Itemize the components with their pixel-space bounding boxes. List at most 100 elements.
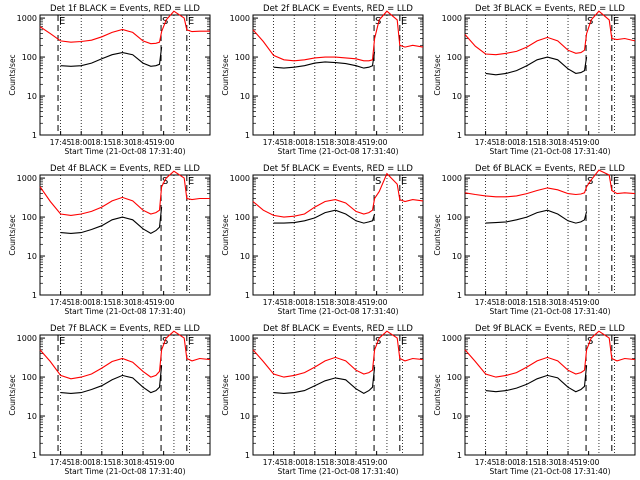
- x-tick-label: 17:45: [50, 138, 72, 147]
- x-tick-label: 18:45: [557, 458, 579, 467]
- x-tick-label: 18:00: [495, 458, 517, 467]
- x-tick-label: 18:15: [516, 458, 538, 467]
- y-tick-label: 1: [32, 291, 37, 300]
- series-line-lld: [464, 10, 636, 56]
- y-tick-label: 10: [452, 92, 462, 101]
- series-line-events: [60, 365, 163, 394]
- y-tick-label: 1: [245, 451, 250, 460]
- y-axis-label: Counts/sec: [433, 214, 442, 255]
- x-tick-label: 18:00: [495, 298, 517, 307]
- series-line-events: [273, 209, 376, 224]
- y-tick-label: 100: [447, 53, 462, 62]
- y-tick-label: 10: [240, 412, 250, 421]
- marker-label: E: [188, 336, 194, 347]
- y-axis-label: Counts/sec: [221, 374, 230, 415]
- panel-det-4: Det 4f BLACK = Events, RED = LLD S E 1 10 100…: [8, 164, 211, 316]
- y-tick-label: 1000: [230, 14, 250, 23]
- x-axis-label: Start Time (21-Oct-08 17:31:40): [64, 467, 185, 476]
- x-tick-label: 17:45: [50, 298, 72, 307]
- x-axis-label: Start Time (21-Oct-08 17:31:40): [277, 307, 398, 316]
- y-axis-label: Counts/sec: [8, 374, 17, 415]
- marker-label: E: [613, 16, 619, 27]
- marker-label: E: [401, 16, 407, 27]
- y-tick-label: 100: [447, 213, 462, 222]
- x-tick-label: 18:45: [345, 298, 367, 307]
- x-axis-label: Start Time (21-Oct-08 17:31:40): [277, 467, 398, 476]
- x-tick-label: 18:15: [91, 298, 113, 307]
- x-tick-label: 18:00: [283, 458, 305, 467]
- x-axis-label: Start Time (21-Oct-08 17:31:40): [64, 147, 185, 156]
- x-tick-label: 19:00: [578, 298, 600, 307]
- y-tick-label: 10: [452, 252, 462, 261]
- x-axis-label: Start Time (21-Oct-08 17:31:40): [64, 307, 185, 316]
- y-tick-label: 100: [22, 53, 37, 62]
- x-tick-label: 18:15: [516, 138, 538, 147]
- series-line-events: [273, 51, 376, 69]
- x-axis-label: Start Time (21-Oct-08 17:31:40): [489, 307, 610, 316]
- x-tick-label: 17:45: [475, 298, 497, 307]
- series-line-lld: [252, 10, 424, 62]
- y-tick-label: 1: [245, 291, 250, 300]
- plot-frame: [464, 334, 636, 456]
- y-axis-label: Counts/sec: [8, 214, 17, 255]
- marker-label: S: [162, 176, 168, 187]
- series-line-events: [273, 367, 376, 395]
- x-tick-label: 19:00: [578, 458, 600, 467]
- marker-label: E: [188, 16, 194, 27]
- panel-title: Det 1f BLACK = Events, RED = LLD: [50, 4, 200, 14]
- plot-frame: [252, 334, 424, 456]
- x-tick-label: 18:30: [112, 298, 134, 307]
- panel-title: Det 8f BLACK = Events, RED = LLD: [263, 324, 413, 334]
- series-line-events: [60, 207, 163, 235]
- x-tick-label: 18:45: [557, 298, 579, 307]
- x-tick-label: 18:30: [112, 458, 134, 467]
- panel-det-5: Det 5f BLACK = Events, RED = LLD S E 1 10 100…: [221, 164, 424, 316]
- y-tick-label: 10: [452, 412, 462, 421]
- x-tick-label: 18:30: [537, 138, 559, 147]
- panel-title: Det 7f BLACK = Events, RED = LLD: [50, 324, 200, 334]
- x-tick-label: 18:00: [70, 458, 92, 467]
- x-tick-label: 18:15: [304, 138, 326, 147]
- y-tick-label: 1000: [442, 174, 462, 183]
- y-tick-label: 1: [457, 291, 462, 300]
- x-tick-label: 18:00: [283, 138, 305, 147]
- x-tick-label: 18:45: [132, 138, 154, 147]
- x-tick-label: 18:45: [557, 138, 579, 147]
- marker-label: E: [401, 336, 407, 347]
- marker-label: E: [613, 336, 619, 347]
- y-axis-label: Counts/sec: [221, 214, 230, 255]
- x-tick-label: 18:45: [132, 298, 154, 307]
- marker-label: E: [401, 176, 407, 187]
- series-line-lld: [39, 330, 211, 380]
- y-tick-label: 100: [235, 373, 250, 382]
- x-tick-label: 17:45: [475, 138, 497, 147]
- y-tick-label: 1000: [230, 334, 250, 343]
- y-tick-label: 10: [27, 92, 37, 101]
- x-tick-label: 17:45: [50, 458, 72, 467]
- marker-label: E: [59, 16, 65, 27]
- marker-label: E: [188, 176, 194, 187]
- y-tick-label: 1: [457, 131, 462, 140]
- x-tick-label: 18:00: [70, 298, 92, 307]
- y-tick-label: 1000: [17, 174, 37, 183]
- y-axis-label: Counts/sec: [433, 374, 442, 415]
- y-tick-label: 10: [240, 92, 250, 101]
- x-axis-label: Start Time (21-Oct-08 17:31:40): [489, 467, 610, 476]
- y-tick-label: 100: [22, 213, 37, 222]
- x-tick-label: 19:00: [578, 138, 600, 147]
- panel-title: Det 4f BLACK = Events, RED = LLD: [50, 164, 200, 174]
- series-line-lld: [39, 10, 210, 45]
- marker-label: E: [59, 336, 65, 347]
- y-tick-label: 10: [240, 252, 250, 261]
- panel-title: Det 5f BLACK = Events, RED = LLD: [263, 164, 413, 174]
- y-tick-label: 10: [27, 412, 37, 421]
- x-tick-label: 18:15: [304, 298, 326, 307]
- x-tick-label: 18:45: [132, 458, 154, 467]
- y-tick-label: 1: [245, 131, 250, 140]
